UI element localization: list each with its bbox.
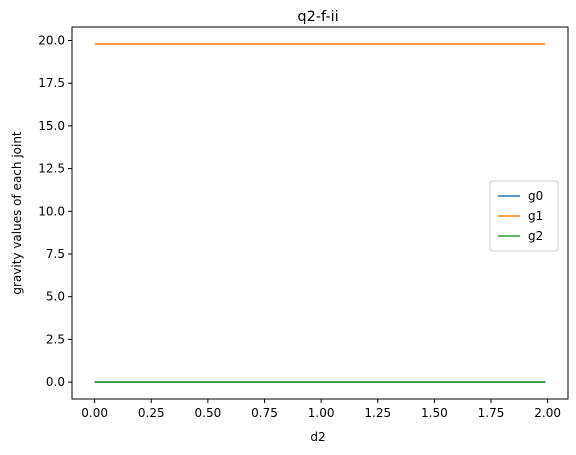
x-tick-label: 1.00 (308, 406, 335, 420)
legend-label-g1: g1 (528, 209, 543, 223)
x-axis-label: d2 (310, 430, 325, 444)
x-axis: 0.00 0.25 0.50 0.75 1.00 1.25 1.50 1.75 2.00 (81, 399, 561, 420)
y-tick-label: 17.5 (38, 76, 65, 90)
y-tick-label: 7.5 (46, 247, 65, 261)
chart-title: q2-f-ii (297, 9, 338, 25)
plot-area (94, 43, 546, 383)
y-axis-label: gravity values of each joint (10, 131, 24, 295)
legend-box (489, 180, 559, 252)
y-tick-label: 2.5 (46, 332, 65, 346)
plot-frame (71, 26, 569, 400)
y-tick-label: 0.0 (46, 375, 65, 389)
legend-label-g0: g0 (528, 189, 543, 203)
x-tick-label: 1.50 (421, 406, 448, 420)
y-axis: 0.0 2.5 5.0 7.5 10.0 12.5 15.0 17.5 20.0 (38, 33, 72, 389)
x-tick-label: 0.00 (81, 406, 108, 420)
legend: g0 g1 g2 (489, 180, 559, 252)
y-tick-label: 15.0 (38, 119, 65, 133)
x-tick-label: 1.75 (478, 406, 505, 420)
x-tick-label: 1.25 (364, 406, 391, 420)
y-tick-label: 10.0 (38, 204, 65, 218)
y-tick-label: 20.0 (38, 33, 65, 47)
x-tick-label: 0.50 (195, 406, 222, 420)
legend-label-g2: g2 (528, 229, 543, 243)
x-tick-label: 0.25 (138, 406, 165, 420)
x-tick-label: 2.00 (534, 406, 561, 420)
x-tick-label: 0.75 (251, 406, 278, 420)
y-tick-label: 12.5 (38, 162, 65, 176)
y-tick-label: 5.0 (46, 290, 65, 304)
